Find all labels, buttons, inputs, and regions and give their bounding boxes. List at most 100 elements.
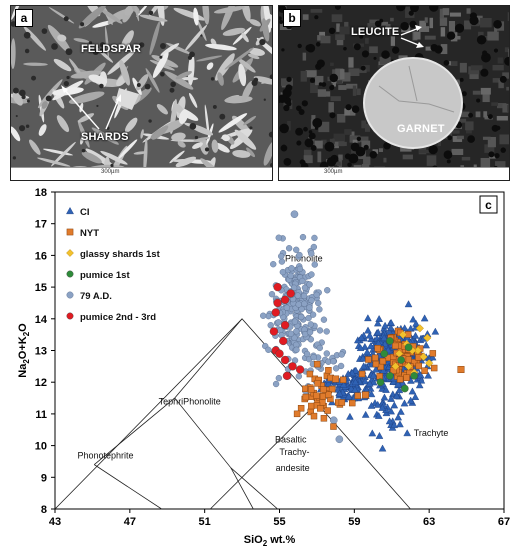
groundmass-texture bbox=[449, 61, 458, 67]
groundmass-texture bbox=[487, 31, 499, 41]
groundmass-texture bbox=[494, 25, 498, 34]
glass-shard-texture bbox=[77, 113, 95, 123]
vesicle-texture bbox=[269, 74, 272, 80]
groundmass-texture bbox=[440, 27, 446, 37]
groundmass-texture bbox=[507, 104, 509, 112]
groundmass-texture bbox=[350, 131, 355, 137]
groundmass-texture bbox=[424, 35, 436, 40]
79-a-d-point bbox=[287, 330, 295, 337]
nyt-point bbox=[325, 367, 332, 374]
ci-point bbox=[369, 378, 378, 386]
groundmass-texture bbox=[508, 48, 509, 59]
79-a-d-point bbox=[275, 319, 282, 326]
glass-shard-texture bbox=[178, 109, 188, 124]
glass-shard-texture bbox=[11, 126, 21, 142]
pore-texture bbox=[298, 108, 305, 115]
pore-texture bbox=[383, 141, 391, 150]
vesicle-texture bbox=[194, 135, 199, 140]
series-pumice-1st bbox=[376, 337, 419, 393]
pumice-1st-point bbox=[404, 343, 413, 352]
vesicle-texture bbox=[210, 77, 215, 81]
glass-shard-texture bbox=[118, 139, 138, 159]
groundmass-texture bbox=[336, 23, 340, 32]
feldspar-label: FELDSPAR bbox=[81, 43, 142, 55]
glass-shard-texture bbox=[156, 6, 165, 27]
groundmass-texture bbox=[321, 139, 327, 145]
pore-texture bbox=[330, 156, 335, 161]
ci-point bbox=[380, 334, 388, 342]
ci-point bbox=[365, 331, 374, 339]
pumice-2nd-3rd-point bbox=[275, 349, 284, 358]
groundmass-texture bbox=[492, 78, 501, 83]
feldspar-crystal bbox=[115, 88, 139, 110]
ci-point bbox=[373, 319, 382, 327]
glass-shard-texture bbox=[234, 129, 257, 150]
glass-shard-texture bbox=[243, 115, 257, 126]
79-a-d-point bbox=[320, 316, 328, 323]
vesicle-texture bbox=[45, 95, 52, 102]
ci-point bbox=[378, 444, 387, 452]
groundmass-texture bbox=[496, 115, 508, 121]
pore-texture bbox=[363, 144, 369, 150]
vesicle-texture bbox=[251, 79, 258, 86]
pumice-2nd-3rd-point bbox=[282, 371, 292, 381]
pumice-2nd-3rd-point bbox=[273, 298, 282, 308]
x-tick-label: 43 bbox=[49, 516, 61, 528]
glass-shard-texture bbox=[196, 55, 223, 62]
groundmass-texture bbox=[502, 72, 509, 79]
79-a-d-point bbox=[329, 416, 338, 425]
pore-texture bbox=[447, 135, 453, 141]
ci-point bbox=[394, 413, 403, 421]
ci-point bbox=[403, 429, 412, 437]
x-axis-label: SiO2 wt.% bbox=[244, 534, 296, 546]
79-a-d-point bbox=[308, 271, 315, 278]
vesicle-texture bbox=[200, 34, 203, 37]
pore-texture bbox=[493, 48, 499, 53]
79-a-d-point bbox=[308, 250, 315, 257]
nyt-point bbox=[430, 364, 438, 372]
vesicle-texture bbox=[170, 81, 176, 88]
79-a-d-point bbox=[260, 312, 267, 319]
vesicle-texture bbox=[160, 71, 165, 77]
ci-point bbox=[400, 399, 409, 407]
vesicle-texture bbox=[26, 99, 30, 103]
legend-label-pumice-1st: pumice 1st bbox=[80, 270, 130, 281]
79-a-d-point bbox=[279, 268, 287, 276]
glassy-shards-1st-point bbox=[413, 346, 423, 355]
ci-point bbox=[346, 412, 354, 420]
nyt-point bbox=[376, 373, 383, 380]
glass-shard-texture bbox=[38, 124, 47, 136]
pumice-1st-point bbox=[401, 384, 409, 393]
vesicle-texture bbox=[19, 89, 26, 97]
pore-texture bbox=[500, 147, 506, 153]
glass-shard-texture bbox=[192, 142, 203, 149]
groundmass-texture bbox=[335, 68, 344, 80]
data-points-group bbox=[260, 210, 465, 452]
y-tick-label: 14 bbox=[35, 314, 48, 326]
glass-shard-texture bbox=[88, 74, 108, 85]
glass-shard-texture bbox=[246, 147, 256, 158]
79-a-d-point bbox=[301, 284, 309, 291]
vesicle-texture bbox=[148, 119, 152, 123]
glass-shard-texture bbox=[78, 6, 106, 29]
pore-texture bbox=[480, 68, 489, 77]
nyt-point bbox=[293, 410, 301, 418]
glass-shard-texture bbox=[149, 21, 161, 56]
groundmass-texture bbox=[335, 34, 345, 40]
nyt-point bbox=[313, 392, 320, 399]
79-a-d-point bbox=[305, 314, 312, 322]
groundmass-texture bbox=[320, 35, 331, 44]
y-tick-label: 17 bbox=[35, 219, 47, 231]
groundmass-texture bbox=[338, 154, 343, 161]
vesicle-texture bbox=[31, 75, 37, 81]
groundmass-texture bbox=[365, 38, 369, 44]
glass-shard-texture bbox=[177, 141, 186, 148]
79-a-d-point bbox=[270, 261, 277, 268]
pore-texture bbox=[359, 34, 364, 39]
garnet-label: GARNET bbox=[397, 123, 445, 135]
ci-point bbox=[408, 387, 417, 395]
groundmass-texture bbox=[448, 20, 456, 32]
series-pumice-2nd-3rd bbox=[269, 282, 305, 381]
groundmass-texture bbox=[496, 102, 507, 109]
79-a-d-point bbox=[323, 328, 330, 335]
